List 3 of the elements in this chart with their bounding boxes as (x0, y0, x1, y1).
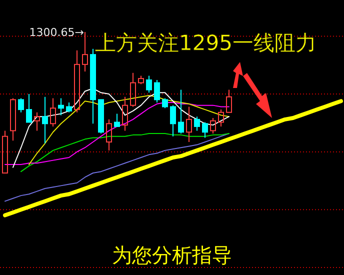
annotation: 为您分析指导 (112, 243, 232, 267)
title: 上方关注1295一线阻力 (95, 31, 316, 55)
annotation: 1300.65→ (29, 26, 84, 39)
